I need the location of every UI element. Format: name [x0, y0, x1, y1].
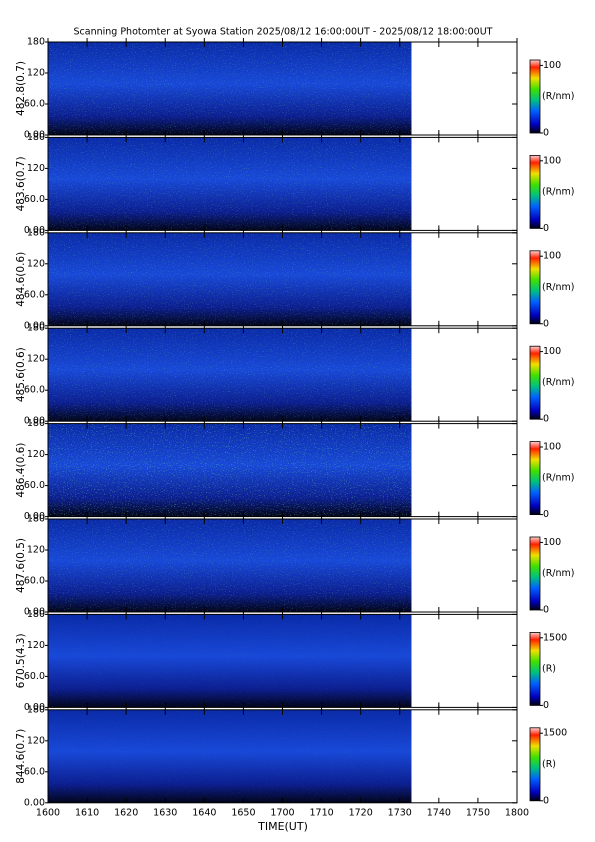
- colorbar-tick-label: 0: [543, 223, 549, 234]
- y-tick-label: 180: [27, 37, 45, 48]
- colorbar: [529, 250, 541, 325]
- y-tick-label: 0.00: [24, 797, 45, 808]
- colorbar-label: (R/nm): [542, 568, 575, 579]
- panels: 0.00 60.0 120 180 482.8(0.7) 0 100 (R/nm) 0.00 60…: [15, 37, 575, 819]
- colorbar: [529, 154, 541, 229]
- x-tick-label: 1800: [505, 807, 529, 818]
- x-tick-label: 1640: [192, 807, 216, 818]
- panel-label: 482.8(0.7): [15, 61, 27, 116]
- colorbar-tick-label: 100: [543, 60, 561, 71]
- colorbar: [529, 441, 541, 516]
- x-tick-label: 1600: [36, 807, 60, 818]
- panel-label: 487.6(0.5): [15, 538, 27, 593]
- colorbar: [529, 727, 541, 802]
- y-tick-label: 60.0: [24, 385, 45, 396]
- y-tick-label: 180: [27, 514, 45, 525]
- colorbar: [529, 59, 541, 134]
- panel-label: 844.6(0.7): [15, 729, 27, 784]
- y-tick-label: 180: [27, 227, 45, 238]
- colorbar-tick-label: 0: [543, 509, 549, 520]
- x-tick-label: 1650: [231, 807, 255, 818]
- colorbar: [529, 345, 541, 420]
- x-tick-label: 1730: [388, 807, 412, 818]
- y-tick-label: 120: [27, 68, 45, 79]
- colorbar-tick-label: 100: [543, 346, 561, 357]
- colorbar-label: (R/nm): [542, 377, 575, 388]
- y-tick-label: 0.00: [24, 607, 45, 618]
- colorbar-tick-label: 0: [543, 414, 549, 425]
- panel-label: 486.4(0.6): [15, 443, 27, 498]
- colorbar-tick-label: 100: [543, 251, 561, 262]
- colorbar: [529, 536, 541, 611]
- colorbar-tick-label: 1500: [543, 728, 567, 739]
- colorbar-tick-label: 100: [543, 442, 561, 453]
- heatmap-noise: [48, 519, 412, 612]
- y-tick-label: 60.0: [24, 194, 45, 205]
- chart-title: Scanning Photomter at Syowa Station 2025…: [74, 27, 493, 38]
- y-tick-label: 0.00: [24, 130, 45, 141]
- heatmap-noise: [48, 137, 412, 231]
- y-tick-label: 0.00: [24, 702, 45, 713]
- y-tick-label: 60.0: [24, 99, 45, 110]
- y-tick-label: 120: [27, 545, 45, 556]
- y-tick-label: 180: [27, 323, 45, 334]
- y-tick-label: 60.0: [24, 480, 45, 491]
- colorbar-label: (R): [542, 663, 556, 674]
- colorbar-tick-label: 1500: [543, 632, 567, 643]
- panel-label: 483.6(0.7): [15, 156, 27, 211]
- x-tick-label: 1740: [427, 807, 451, 818]
- x-tick-label: 1610: [75, 807, 99, 818]
- y-tick-label: 120: [27, 449, 45, 460]
- heatmap-noise: [48, 423, 412, 517]
- y-tick-label: 60.0: [24, 766, 45, 777]
- y-tick-label: 0.00: [24, 320, 45, 331]
- y-tick-label: 60.0: [24, 576, 45, 587]
- heatmap-noise: [48, 328, 412, 422]
- y-tick-label: 0.00: [24, 225, 45, 236]
- y-tick-label: 60.0: [24, 289, 45, 300]
- colorbar-label: (R/nm): [542, 186, 575, 197]
- y-tick-label: 120: [27, 735, 45, 746]
- colorbar-tick-label: 0: [543, 795, 549, 806]
- colorbar-tick-label: 0: [543, 318, 549, 329]
- heatmap-noise: [48, 614, 412, 708]
- y-tick-label: 180: [27, 704, 45, 715]
- heatmap-noise: [48, 232, 412, 326]
- heatmap-noise: [48, 709, 412, 803]
- x-tick-label: 1750: [466, 807, 490, 818]
- panel-label: 485.6(0.6): [15, 347, 27, 402]
- x-tick-label: 1700: [270, 807, 294, 818]
- y-tick-label: 120: [27, 640, 45, 651]
- y-tick-label: 60.0: [24, 671, 45, 682]
- colorbar-label: (R/nm): [542, 473, 575, 484]
- y-tick-label: 180: [27, 418, 45, 429]
- x-tick-label: 1630: [153, 807, 177, 818]
- colorbar: [529, 632, 541, 706]
- x-tick-label: 1710: [309, 807, 333, 818]
- colorbar-tick-label: 0: [543, 700, 549, 711]
- panel-label: 670.5(4.3): [15, 633, 27, 688]
- x-axis-label: TIME(UT): [257, 820, 308, 833]
- y-tick-label: 120: [27, 163, 45, 174]
- y-tick-label: 180: [27, 609, 45, 620]
- x-tick-label: 1720: [349, 807, 373, 818]
- y-tick-label: 120: [27, 354, 45, 365]
- y-tick-label: 0.00: [24, 511, 45, 522]
- y-tick-label: 0.00: [24, 416, 45, 427]
- panel-label: 484.6(0.6): [15, 252, 27, 307]
- colorbar-tick-label: 0: [543, 605, 549, 616]
- colorbar-label: (R/nm): [542, 91, 575, 102]
- colorbar-label: (R): [542, 759, 556, 770]
- x-tick-label: 1620: [114, 807, 138, 818]
- colorbar-tick-label: 0: [543, 128, 549, 139]
- heatmap-noise: [48, 42, 412, 135]
- y-tick-label: 180: [27, 132, 45, 143]
- y-tick-label: 120: [27, 258, 45, 269]
- colorbar-tick-label: 100: [543, 155, 561, 166]
- colorbar-label: (R/nm): [542, 282, 575, 293]
- colorbar-tick-label: 100: [543, 537, 561, 548]
